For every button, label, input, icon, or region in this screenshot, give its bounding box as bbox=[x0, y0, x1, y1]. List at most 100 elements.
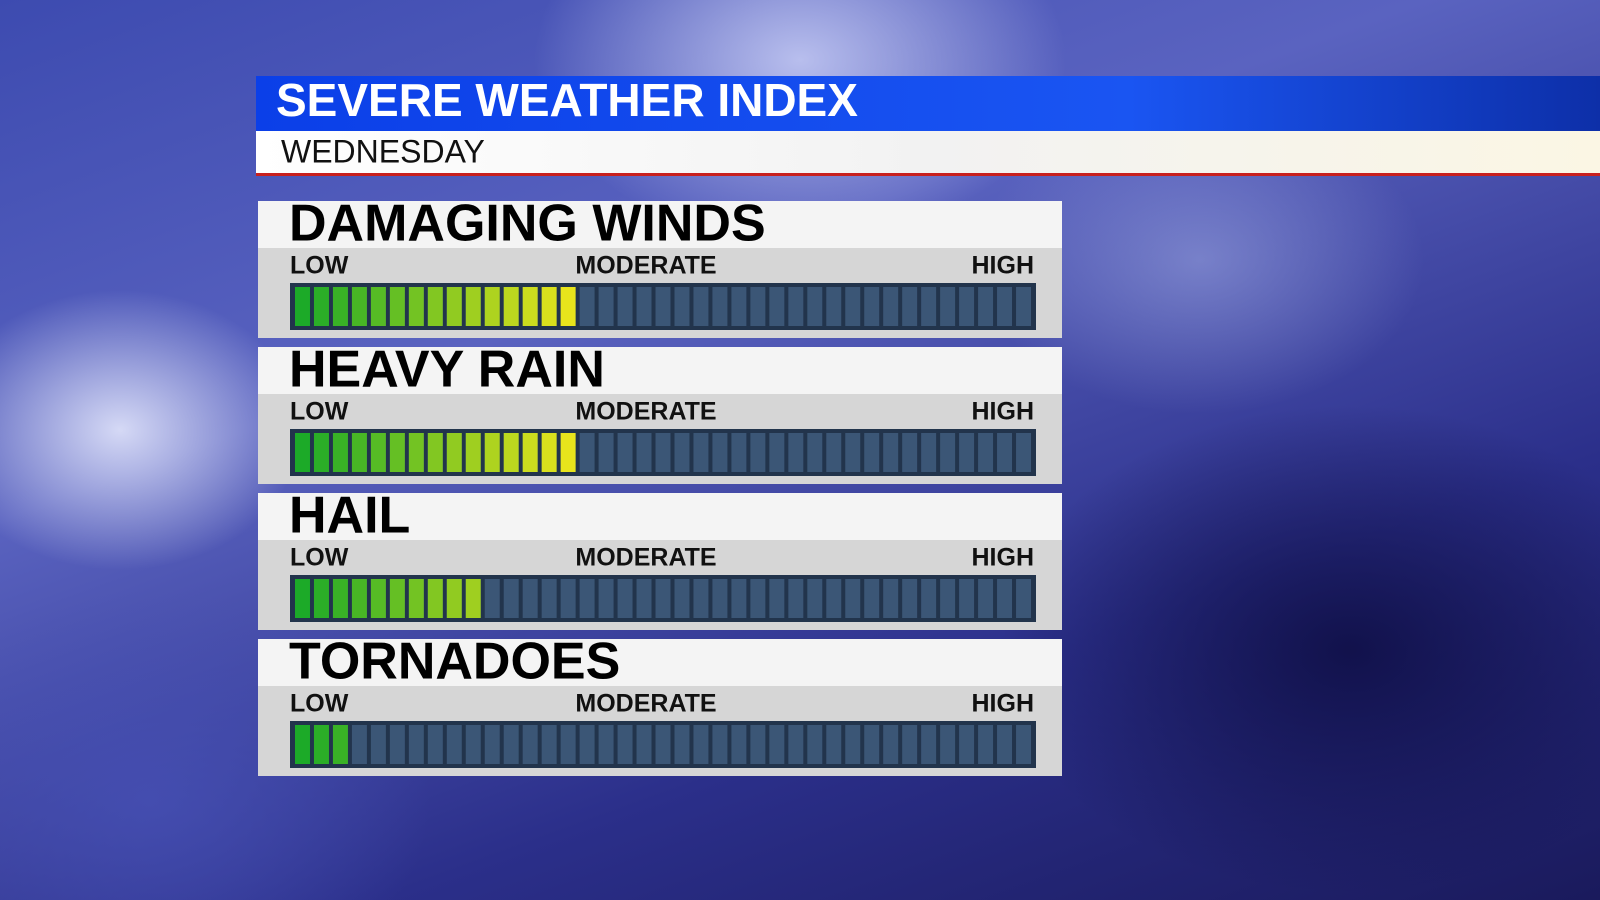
meter-slot bbox=[845, 725, 861, 764]
meter-slot bbox=[484, 725, 500, 764]
meter-slot bbox=[978, 433, 994, 472]
subtitle: WEDNESDAY bbox=[281, 133, 485, 169]
scale-low: LOW bbox=[290, 544, 349, 572]
meter-segment bbox=[446, 433, 462, 472]
meter-slot bbox=[655, 725, 671, 764]
meter-segment bbox=[465, 579, 481, 618]
scale-moderate: MODERATE bbox=[575, 398, 716, 426]
meter-segment bbox=[370, 433, 386, 472]
scale-moderate: MODERATE bbox=[575, 252, 716, 280]
meter-slot bbox=[655, 579, 671, 618]
meter-slot bbox=[826, 579, 842, 618]
meter-slot bbox=[655, 287, 671, 326]
gauge-label: HEAVY RAIN bbox=[289, 341, 605, 399]
meter-slot bbox=[883, 433, 899, 472]
meter-slot bbox=[845, 287, 861, 326]
meter-level bbox=[295, 433, 576, 472]
meter-slot bbox=[522, 725, 538, 764]
meter-segment bbox=[351, 287, 367, 326]
meter-slot bbox=[883, 579, 899, 618]
meter-slot bbox=[712, 725, 728, 764]
meter-slot bbox=[902, 725, 918, 764]
meter-slot bbox=[997, 433, 1013, 472]
meter-slot bbox=[864, 725, 880, 764]
meter-segment bbox=[313, 725, 329, 764]
meter-slot bbox=[541, 725, 557, 764]
meter-slot bbox=[902, 579, 918, 618]
meter-slot bbox=[826, 433, 842, 472]
scale-low: LOW bbox=[290, 252, 349, 280]
meter-slot bbox=[731, 725, 747, 764]
meter-slot bbox=[579, 287, 595, 326]
meter-slot bbox=[902, 287, 918, 326]
meter-slot bbox=[978, 579, 994, 618]
meter-slot bbox=[617, 579, 633, 618]
meter-segment bbox=[427, 287, 443, 326]
meter-slot bbox=[940, 579, 956, 618]
scale-high: HIGH bbox=[972, 398, 1035, 426]
meter-segment bbox=[332, 433, 348, 472]
meter-slot bbox=[807, 433, 823, 472]
scale-high: HIGH bbox=[972, 252, 1035, 280]
meter-slot bbox=[655, 433, 671, 472]
meter-slot bbox=[959, 579, 975, 618]
meter-slot bbox=[750, 433, 766, 472]
meter-slot bbox=[446, 725, 462, 764]
meter-segment bbox=[446, 579, 462, 618]
meter-slot bbox=[617, 433, 633, 472]
meter-slot bbox=[712, 579, 728, 618]
meter-slot bbox=[408, 725, 424, 764]
scale-moderate: MODERATE bbox=[575, 690, 716, 718]
meter-slot bbox=[636, 725, 652, 764]
meter-segment bbox=[446, 287, 462, 326]
meter-slot bbox=[769, 579, 785, 618]
meter-segment bbox=[389, 579, 405, 618]
meter-slot bbox=[921, 433, 937, 472]
meter-slot bbox=[598, 287, 614, 326]
meter-segment bbox=[370, 579, 386, 618]
meter-slot bbox=[921, 579, 937, 618]
meter-slot bbox=[579, 579, 595, 618]
meter-slot bbox=[845, 579, 861, 618]
meter-slot bbox=[864, 433, 880, 472]
meter-segment bbox=[541, 287, 557, 326]
meter-slot bbox=[598, 579, 614, 618]
meter-slot bbox=[579, 433, 595, 472]
meter-slot bbox=[978, 287, 994, 326]
meter-slot bbox=[1016, 725, 1031, 764]
meter-slot bbox=[560, 725, 576, 764]
meter-slot bbox=[864, 287, 880, 326]
meter-segment bbox=[295, 579, 310, 618]
meter-slot bbox=[940, 287, 956, 326]
meter-slot bbox=[617, 287, 633, 326]
meter-slot bbox=[788, 579, 804, 618]
meter-level bbox=[295, 579, 481, 618]
meter-segment bbox=[332, 287, 348, 326]
meter-level bbox=[295, 287, 576, 326]
scale-high: HIGH bbox=[972, 690, 1035, 718]
meter-slot bbox=[864, 579, 880, 618]
meter-segment bbox=[560, 433, 576, 472]
meter-slot bbox=[674, 433, 690, 472]
meter-segment bbox=[522, 433, 538, 472]
meter-slot bbox=[370, 725, 386, 764]
meter-slot bbox=[636, 433, 652, 472]
meter-slot bbox=[674, 287, 690, 326]
meter-segment bbox=[408, 579, 424, 618]
meter-segment bbox=[408, 433, 424, 472]
meter-slot bbox=[617, 725, 633, 764]
meter-slot bbox=[598, 725, 614, 764]
meter-slot bbox=[712, 287, 728, 326]
meter-slot bbox=[750, 579, 766, 618]
meter-slot bbox=[921, 725, 937, 764]
meter-slot bbox=[997, 579, 1013, 618]
meter-slot bbox=[883, 287, 899, 326]
meter-slot bbox=[731, 579, 747, 618]
meter-slot bbox=[788, 433, 804, 472]
meter-slot bbox=[484, 579, 500, 618]
meter-slot bbox=[826, 287, 842, 326]
meter-segment bbox=[427, 579, 443, 618]
meter-slot bbox=[826, 725, 842, 764]
